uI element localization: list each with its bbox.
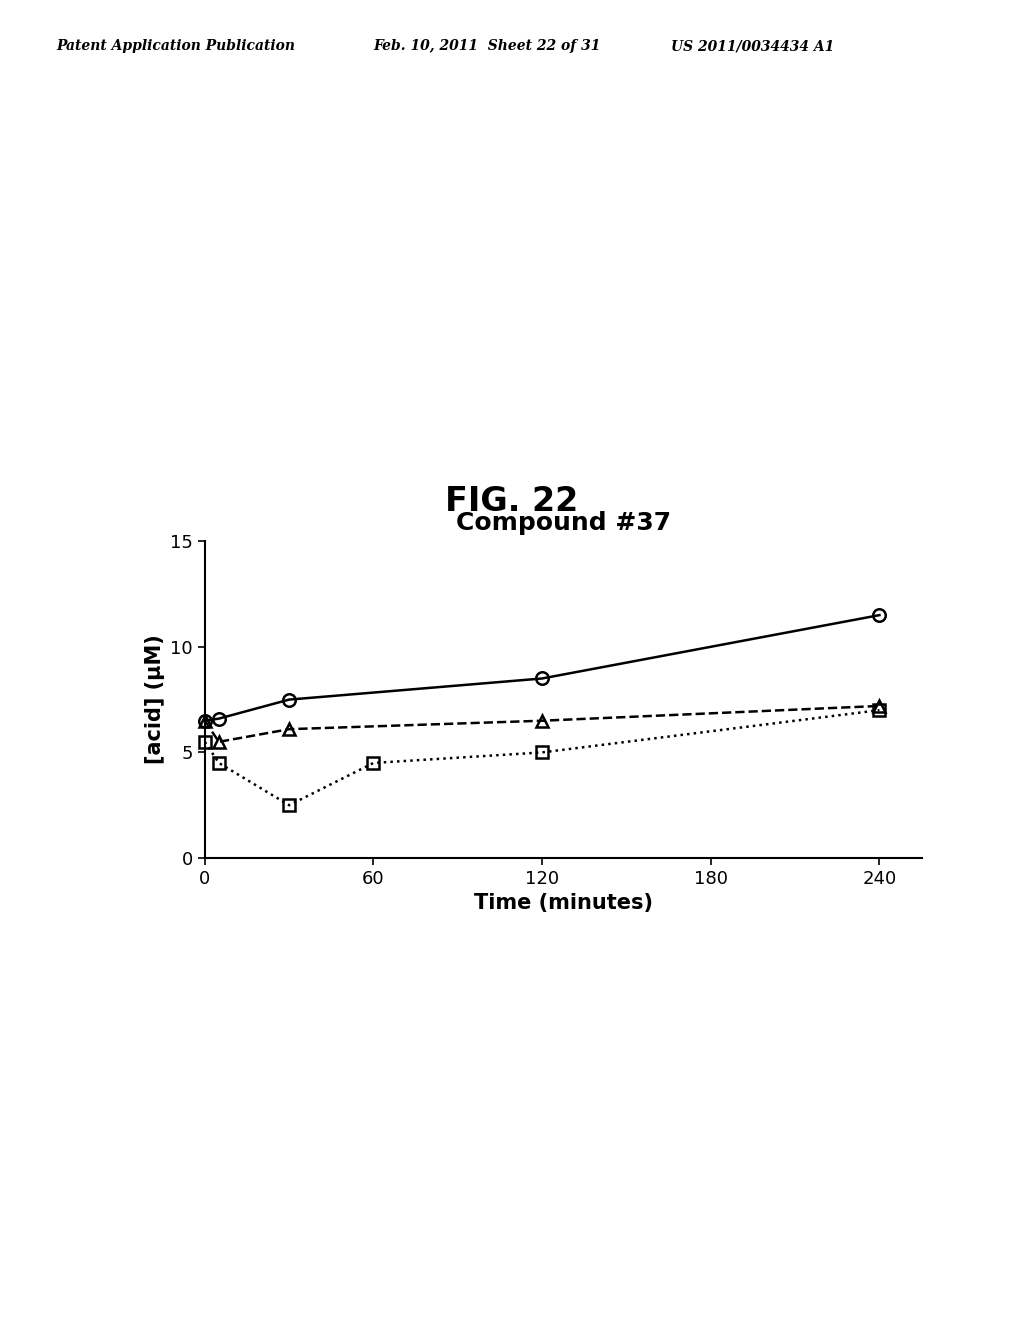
Y-axis label: [acid] (μM): [acid] (μM)	[144, 635, 165, 764]
Title: Compound #37: Compound #37	[456, 511, 671, 535]
Text: Patent Application Publication: Patent Application Publication	[56, 40, 295, 53]
Text: US 2011/0034434 A1: US 2011/0034434 A1	[671, 40, 834, 53]
Text: Feb. 10, 2011  Sheet 22 of 31: Feb. 10, 2011 Sheet 22 of 31	[374, 40, 601, 53]
X-axis label: Time (minutes): Time (minutes)	[474, 894, 652, 913]
Text: FIG. 22: FIG. 22	[445, 486, 579, 519]
